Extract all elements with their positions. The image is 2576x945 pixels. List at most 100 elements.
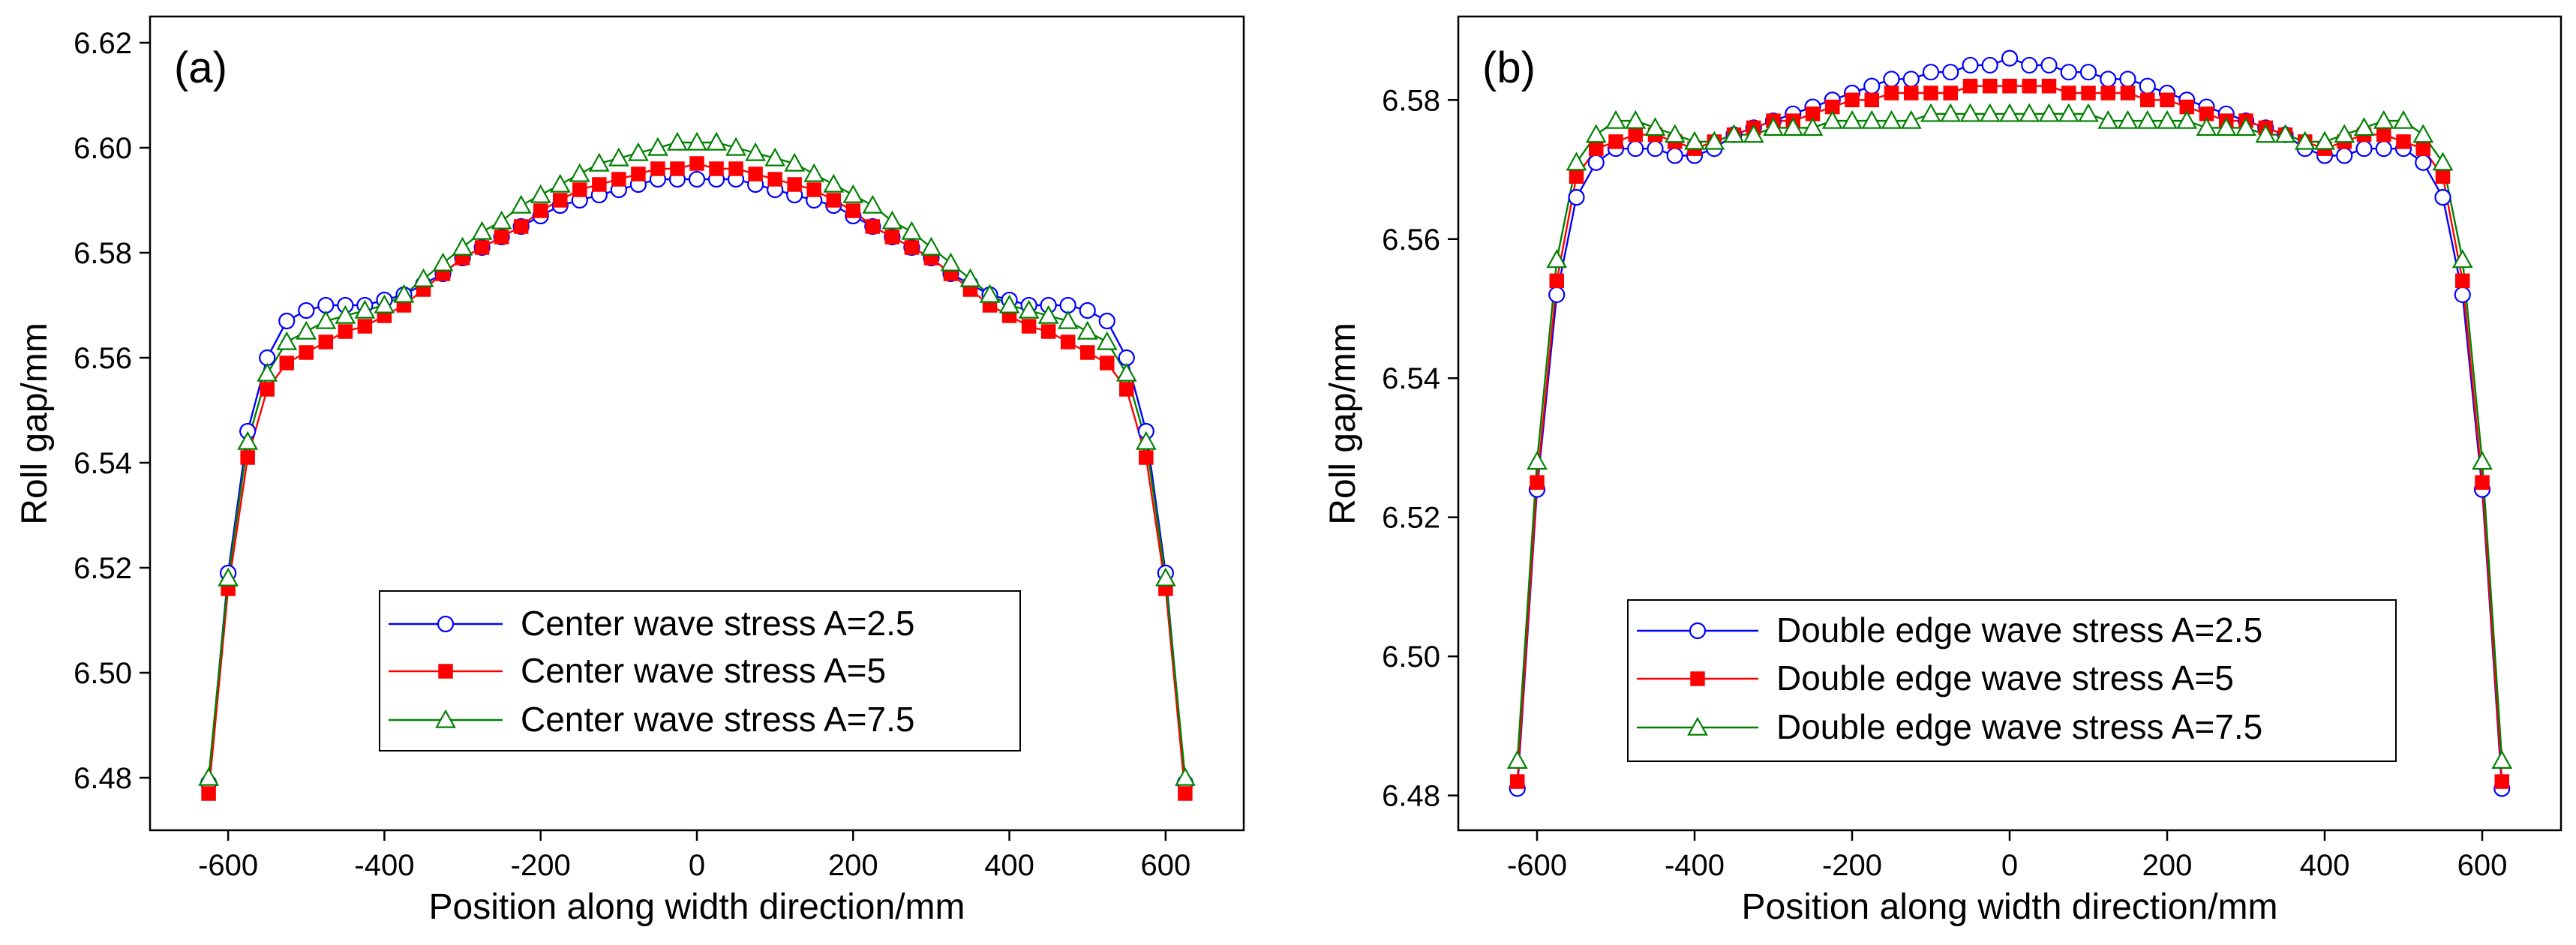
data-point-b-0-8 <box>1666 147 1683 164</box>
data-point-b-2-17 <box>1842 110 1863 129</box>
data-point-b-2-15 <box>1802 117 1824 136</box>
data-point-a-1-42 <box>1021 319 1037 334</box>
data-point-b-2-36 <box>2215 117 2237 136</box>
data-point-b-1-48 <box>2455 273 2470 289</box>
data-point-a-2-36 <box>901 220 923 240</box>
data-point-b-2-12 <box>1743 124 1764 143</box>
data-point-a-1-46 <box>1100 356 1115 370</box>
data-point-a-1-22 <box>631 166 646 182</box>
data-point-a-1-26 <box>709 161 724 176</box>
data-point-b-2-48 <box>2451 249 2473 268</box>
data-point-a-2-31 <box>803 163 825 182</box>
y-tick-label-b-0: 6.48 <box>1382 780 1440 813</box>
data-point-a-1-6 <box>318 334 334 350</box>
data-point-a-1-4 <box>279 356 294 370</box>
data-point-a-1-18 <box>553 193 568 208</box>
data-point-a-1-31 <box>806 182 821 197</box>
data-point-a-2-43 <box>1037 304 1059 324</box>
data-point-b-0-47 <box>2434 189 2451 206</box>
data-point-b-0-20 <box>1902 70 1920 88</box>
series-layer-b <box>1506 50 2513 797</box>
data-point-b-1-25 <box>2002 78 2017 94</box>
data-point-b-1-31 <box>2120 86 2136 100</box>
data-point-a-2-28 <box>745 142 766 161</box>
data-point-a-1-48 <box>1139 450 1154 465</box>
data-point-a-2-3 <box>257 362 278 382</box>
data-point-a-2-20 <box>588 152 610 172</box>
data-point-b-0-29 <box>2079 64 2097 81</box>
data-point-a-1-8 <box>357 319 373 334</box>
data-point-a-1-24 <box>670 161 685 176</box>
data-point-b-0-6 <box>1627 140 1644 158</box>
legend-label-b-2: Double edge wave stress A=7.5 <box>1776 707 2262 746</box>
data-point-a-1-32 <box>826 193 841 208</box>
y-tick-label-a-1: 6.50 <box>74 657 132 690</box>
data-point-b-0-25 <box>2001 50 2019 67</box>
data-point-b-1-0 <box>1510 774 1525 789</box>
data-point-a-1-47 <box>1119 382 1134 397</box>
data-point-a-2-44 <box>1057 310 1079 329</box>
data-point-a-1-34 <box>865 219 881 234</box>
y-axis-title-b: Roll gap/mm <box>1323 322 1363 524</box>
data-point-a-2-19 <box>569 163 590 182</box>
data-point-b-1-5 <box>1608 134 1623 149</box>
data-point-a-2-1 <box>218 567 239 586</box>
y-tick-label-a-5: 6.58 <box>74 237 132 270</box>
legend-marker-b-1 <box>1690 671 1705 686</box>
data-point-b-1-27 <box>2041 78 2057 94</box>
y-tick-label-a-0: 6.48 <box>74 762 132 795</box>
data-point-b-2-37 <box>2235 117 2256 136</box>
legend-marker-a-0 <box>437 615 455 633</box>
data-point-b-2-26 <box>2019 103 2040 122</box>
data-point-a-1-0 <box>201 786 216 801</box>
data-point-a-2-42 <box>1018 299 1040 319</box>
data-point-b-2-28 <box>2058 103 2079 122</box>
data-point-b-2-18 <box>1861 110 1883 129</box>
data-point-a-2-29 <box>764 147 786 166</box>
data-point-b-2-33 <box>2157 110 2178 129</box>
legend-marks-b <box>1637 622 1758 736</box>
data-point-a-2-27 <box>725 136 746 156</box>
data-point-b-2-6 <box>1625 110 1647 129</box>
y-tick-label-a-2: 6.52 <box>74 552 132 585</box>
data-point-b-2-13 <box>1763 117 1784 136</box>
data-point-a-1-15 <box>494 230 509 244</box>
data-point-a-1-30 <box>787 177 802 192</box>
data-point-b-0-43 <box>2355 140 2373 158</box>
data-point-b-2-2 <box>1546 249 1568 268</box>
data-point-a-2-21 <box>608 147 629 166</box>
data-point-b-2-43 <box>2353 117 2375 136</box>
data-point-a-1-20 <box>592 177 607 192</box>
data-point-b-2-50 <box>2491 749 2513 769</box>
x-tick-label-a-5: 400 <box>984 849 1034 882</box>
legend-label-b-1: Double edge wave stress A=5 <box>1776 658 2234 698</box>
data-point-b-2-38 <box>2255 124 2277 143</box>
data-point-b-2-39 <box>2274 124 2296 143</box>
data-point-a-2-41 <box>998 294 1020 314</box>
data-point-b-1-21 <box>1923 86 1938 100</box>
data-point-b-2-0 <box>1506 749 1528 769</box>
data-point-a-2-25 <box>686 131 707 151</box>
data-point-a-1-2 <box>240 450 255 465</box>
data-point-a-1-23 <box>650 161 665 176</box>
series-layer-a <box>198 131 1196 801</box>
data-point-b-2-31 <box>2117 110 2139 129</box>
data-point-b-2-41 <box>2314 130 2335 150</box>
data-point-b-2-9 <box>1684 130 1705 150</box>
data-point-a-2-48 <box>1135 430 1157 450</box>
data-point-b-2-32 <box>2136 110 2158 129</box>
data-point-a-1-33 <box>845 203 861 218</box>
data-point-a-1-35 <box>884 230 900 244</box>
data-point-b-2-24 <box>1979 103 2001 122</box>
x-tick-label-a-1: -400 <box>354 849 414 882</box>
data-point-a-1-25 <box>689 156 704 171</box>
data-point-b-1-46 <box>2415 141 2430 156</box>
data-point-b-2-46 <box>2412 124 2434 143</box>
data-point-a-0-5 <box>298 302 315 320</box>
data-point-a-1-17 <box>533 203 548 218</box>
data-point-b-0-4 <box>1587 154 1605 171</box>
data-point-b-1-26 <box>2022 78 2037 94</box>
data-point-b-0-21 <box>1922 64 1940 81</box>
legend-marker-a-1 <box>438 664 453 679</box>
data-point-a-2-22 <box>628 142 649 161</box>
